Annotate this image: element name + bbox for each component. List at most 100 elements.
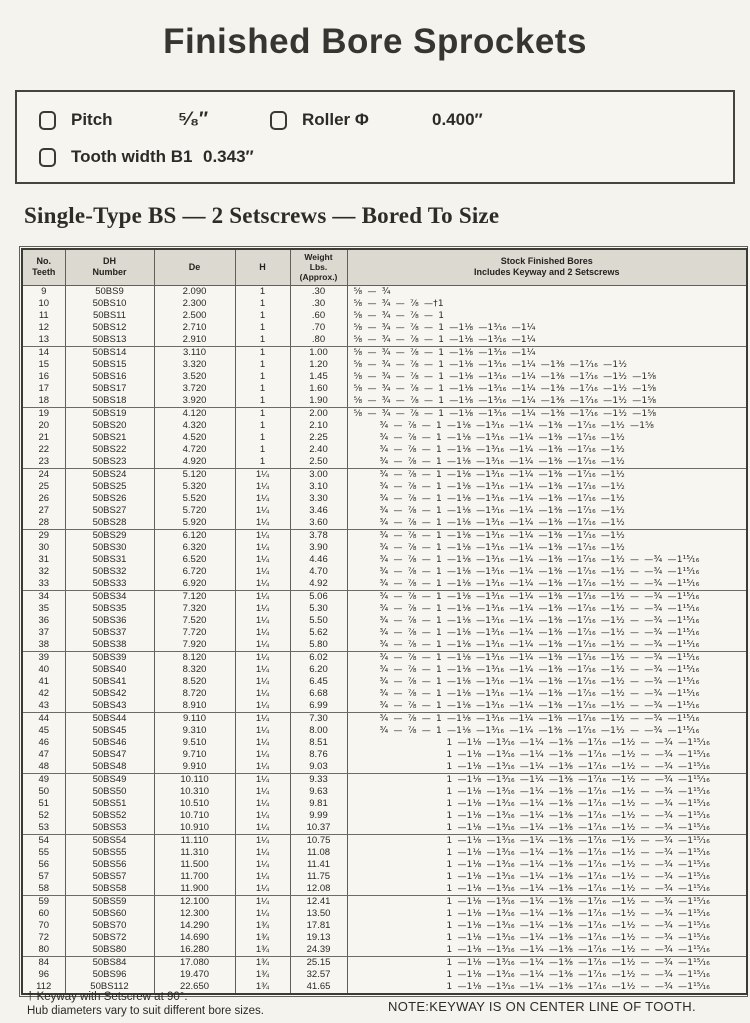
cell-teeth: 53 [21, 821, 66, 835]
cell-weight: 9.81 [289, 797, 348, 810]
cell-de: 8.910 [153, 699, 236, 713]
table-row: 29 50BS29 6.120 1¼ 3.78 ¾ — ⅞ — 1 —1⅛ —1³⁄₁₆ … [21, 529, 748, 542]
cell-de: 2.910 [153, 333, 236, 347]
cell-weight: 9.63 [289, 785, 348, 798]
cell-de: 2.300 [153, 297, 236, 310]
cell-de: 11.500 [153, 858, 236, 871]
cell-h: 1¼ [234, 602, 291, 615]
cell-weight: 6.45 [289, 675, 348, 688]
cell-bores: ¾ — ⅞ — 1 —1⅛ —1³⁄₁₆ —1¼ —1⅜ —1⁷⁄₁₆ —1½ [346, 480, 748, 493]
cell-h: 1¼ [234, 834, 291, 847]
cell-h: 1¼ [234, 516, 291, 530]
cell-dh-number: 50BS37 [64, 626, 155, 639]
cell-teeth: 42 [21, 687, 66, 700]
cell-weight: 9.99 [289, 809, 348, 822]
table-row: 46 50BS46 9.510 1¼ 8.51 1 —1⅛ —1³⁄₁₆ —1¼ —1⅜ … [21, 736, 748, 749]
cell-h: 1¼ [234, 785, 291, 798]
cell-weight: 19.13 [289, 931, 348, 944]
cell-bores: ¾ — ⅞ — 1 —1⅛ —1³⁄₁₆ —1¼ —1⅜ —1⁷⁄₁₆ —1½ … [346, 675, 748, 688]
cell-teeth: 22 [21, 443, 66, 456]
cell-teeth: 18 [21, 394, 66, 408]
footnote-hub: Hub diameters vary to suit different bor… [27, 1005, 264, 1018]
page-title: Finished Bore Sprockets [163, 22, 587, 61]
cell-dh-number: 50BS35 [64, 602, 155, 615]
cell-weight: 2.25 [289, 431, 348, 444]
cell-teeth: 26 [21, 492, 66, 505]
cell-bores: ¾ — ⅞ — 1 —1⅛ —1³⁄₁₆ —1¼ —1⅜ —1⁷⁄₁₆ —1½ … [346, 651, 748, 664]
cell-h: 1¾ [234, 956, 291, 969]
cell-weight: 6.68 [289, 687, 348, 700]
cell-bores: 1 —1⅛ —1³⁄₁₆ —1¼ —1⅜ —1⁷⁄₁₆ —1½ — —¾ —1¹… [346, 748, 748, 761]
cell-weight: 9.03 [289, 760, 348, 774]
table-row: 35 50BS35 7.320 1¼ 5.30 ¾ — ⅞ — 1 —1⅛ —1³⁄₁₆ … [21, 602, 748, 615]
cell-de: 5.520 [153, 492, 236, 505]
cell-de: 14.690 [153, 931, 236, 944]
cell-weight: 3.30 [289, 492, 348, 505]
cell-de: 5.720 [153, 504, 236, 517]
cell-bores: 1 —1⅛ —1³⁄₁₆ —1¼ —1⅜ —1⁷⁄₁₆ —1½ — —¾ —1¹… [346, 943, 748, 957]
table-row: 15 50BS15 3.320 1 1.20 ⅝ — ¾ — ⅞ — 1 —1⅛ —1³⁄… [21, 358, 748, 371]
cell-bores: ⅝ — ¾ — ⅞ — 1 —1⅛ —1³⁄₁₆ —1¼ [346, 321, 748, 334]
table-row: 33 50BS33 6.920 1¼ 4.92 ¾ — ⅞ — 1 —1⅛ —1³⁄₁₆ … [21, 577, 748, 591]
cell-dh-number: 50BS59 [64, 895, 155, 908]
cell-dh-number: 50BS53 [64, 821, 155, 835]
cell-de: 10.710 [153, 809, 236, 822]
cell-bores: ⅝ — ¾ — ⅞ — 1 —1⅛ —1³⁄₁₆ —1¼ —1⅜ —1⁷⁄₁₆ … [346, 358, 748, 371]
table-row: 42 50BS42 8.720 1¼ 6.68 ¾ — ⅞ — 1 —1⅛ —1³⁄₁₆ … [21, 687, 748, 700]
cell-weight: 6.02 [289, 651, 348, 664]
cell-dh-number: 50BS80 [64, 943, 155, 957]
cell-teeth: 20 [21, 419, 66, 432]
cell-teeth: 24 [21, 468, 66, 481]
cell-bores: ¾ — ⅞ — 1 —1⅛ —1³⁄₁₆ —1¼ —1⅜ —1⁷⁄₁₆ —1½ … [346, 602, 748, 615]
cell-bores: ¾ — ⅞ — 1 —1⅛ —1³⁄₁₆ —1¼ —1⅜ —1⁷⁄₁₆ —1½ [346, 504, 748, 517]
cell-weight: 5.30 [289, 602, 348, 615]
cell-dh-number: 50BS41 [64, 675, 155, 688]
cell-dh-number: 50BS51 [64, 797, 155, 810]
cell-de: 12.300 [153, 907, 236, 920]
cell-teeth: 43 [21, 699, 66, 713]
cell-bores: ¾ — ⅞ — 1 —1⅛ —1³⁄₁₆ —1¼ —1⅜ —1⁷⁄₁₆ —1½ [346, 431, 748, 444]
cell-bores: ¾ — ⅞ — 1 —1⅛ —1³⁄₁₆ —1¼ —1⅜ —1⁷⁄₁₆ —1½ [346, 529, 748, 542]
cell-dh-number: 50BS22 [64, 443, 155, 456]
table-row: 20 50BS20 4.320 1 2.10 ¾ — ⅞ — 1 —1⅛ —1³⁄₁₆ —… [21, 419, 748, 432]
table-row: 49 50BS49 10.110 1¼ 9.33 1 —1⅛ —1³⁄₁₆ —1¼ —1⅜… [21, 773, 748, 786]
cell-teeth: 45 [21, 724, 66, 737]
cell-h: 1¼ [234, 760, 291, 774]
cell-de: 6.520 [153, 553, 236, 566]
cell-weight: 11.08 [289, 846, 348, 859]
cell-teeth: 23 [21, 455, 66, 469]
spec-box: Pitch ⁵⁄₈″ Roller Φ 0.400″ Tooth width B… [15, 90, 735, 184]
cell-teeth: 12 [21, 321, 66, 334]
cell-weight: 10.75 [289, 834, 348, 847]
cell-de: 12.100 [153, 895, 236, 908]
cell-de: 4.120 [153, 407, 236, 420]
cell-de: 2.500 [153, 309, 236, 322]
cell-dh-number: 50BS44 [64, 712, 155, 725]
table-row: 53 50BS53 10.910 1¼ 10.37 1 —1⅛ —1³⁄₁₆ —1¼ —1… [21, 821, 748, 835]
cell-bores: ¾ — ⅞ — 1 —1⅛ —1³⁄₁₆ —1¼ —1⅜ —1⁷⁄₁₆ —1½ … [346, 663, 748, 676]
cell-h: 1 [234, 455, 291, 469]
table-row: 52 50BS52 10.710 1¼ 9.99 1 —1⅛ —1³⁄₁₆ —1¼ —1⅜… [21, 809, 748, 822]
cell-de: 11.310 [153, 846, 236, 859]
checkbox-icon [270, 110, 287, 130]
table-row: 19 50BS19 4.120 1 2.00 ⅝ — ¾ — ⅞ — 1 —1⅛ —1³⁄… [21, 407, 748, 420]
cell-bores: ¾ — ⅞ — 1 —1⅛ —1³⁄₁₆ —1¼ —1⅜ —1⁷⁄₁₆ —1½ … [346, 687, 748, 700]
cell-bores: 1 —1⅛ —1³⁄₁₆ —1¼ —1⅜ —1⁷⁄₁₆ —1½ — —¾ —1¹… [346, 785, 748, 798]
cell-weight: 32.57 [289, 968, 348, 981]
cell-dh-number: 50BS25 [64, 480, 155, 493]
footnote-dagger: † Keyway with Setscrew at 90°. [27, 991, 188, 1003]
cell-de: 10.110 [153, 773, 236, 786]
cell-de: 2.090 [153, 285, 236, 298]
cell-dh-number: 50BS52 [64, 809, 155, 822]
cell-dh-number: 50BS10 [64, 297, 155, 310]
cell-teeth: 57 [21, 870, 66, 883]
cell-teeth: 47 [21, 748, 66, 761]
table-row: 18 50BS18 3.920 1 1.90 ⅝ — ¾ — ⅞ — 1 —1⅛ —1³⁄… [21, 394, 748, 408]
cell-dh-number: 50BS60 [64, 907, 155, 920]
cell-bores: ¾ — ⅞ — 1 —1⅛ —1³⁄₁₆ —1¼ —1⅜ —1⁷⁄₁₆ —1½ … [346, 626, 748, 639]
cell-weight: 3.60 [289, 516, 348, 530]
cell-bores: 1 —1⅛ —1³⁄₁₆ —1¼ —1⅜ —1⁷⁄₁₆ —1½ — —¾ —1¹… [346, 846, 748, 859]
cell-h: 1 [234, 394, 291, 408]
cell-teeth: 49 [21, 773, 66, 786]
table-row: 44 50BS44 9.110 1¼ 7.30 ¾ — ⅞ — 1 —1⅛ —1³⁄₁₆ … [21, 712, 748, 725]
